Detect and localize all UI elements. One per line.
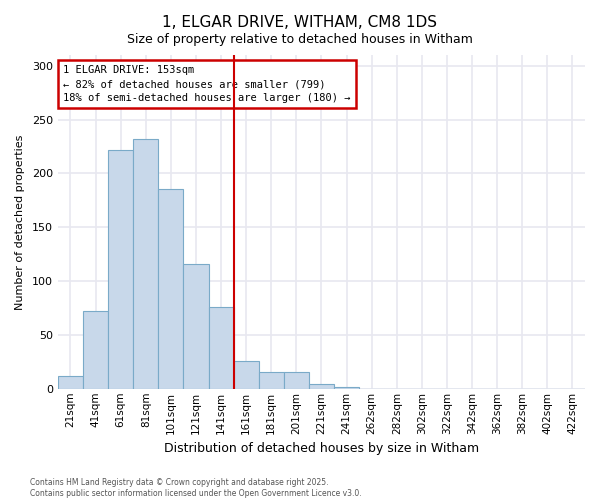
Bar: [83, 311, 108, 389]
Bar: [259, 372, 284, 389]
Bar: [309, 384, 334, 389]
Bar: [233, 361, 259, 389]
Text: 1, ELGAR DRIVE, WITHAM, CM8 1DS: 1, ELGAR DRIVE, WITHAM, CM8 1DS: [163, 15, 437, 30]
Bar: [133, 139, 158, 389]
X-axis label: Distribution of detached houses by size in Witham: Distribution of detached houses by size …: [164, 442, 479, 455]
Text: Size of property relative to detached houses in Witham: Size of property relative to detached ho…: [127, 32, 473, 46]
Bar: [108, 150, 133, 389]
Bar: [284, 372, 309, 389]
Text: Contains HM Land Registry data © Crown copyright and database right 2025.
Contai: Contains HM Land Registry data © Crown c…: [30, 478, 362, 498]
Bar: [209, 307, 233, 389]
Bar: [334, 386, 359, 389]
Bar: [58, 376, 83, 389]
Text: 1 ELGAR DRIVE: 153sqm
← 82% of detached houses are smaller (799)
18% of semi-det: 1 ELGAR DRIVE: 153sqm ← 82% of detached …: [63, 65, 351, 103]
Bar: [158, 188, 184, 389]
Y-axis label: Number of detached properties: Number of detached properties: [15, 134, 25, 310]
Bar: [184, 264, 209, 389]
